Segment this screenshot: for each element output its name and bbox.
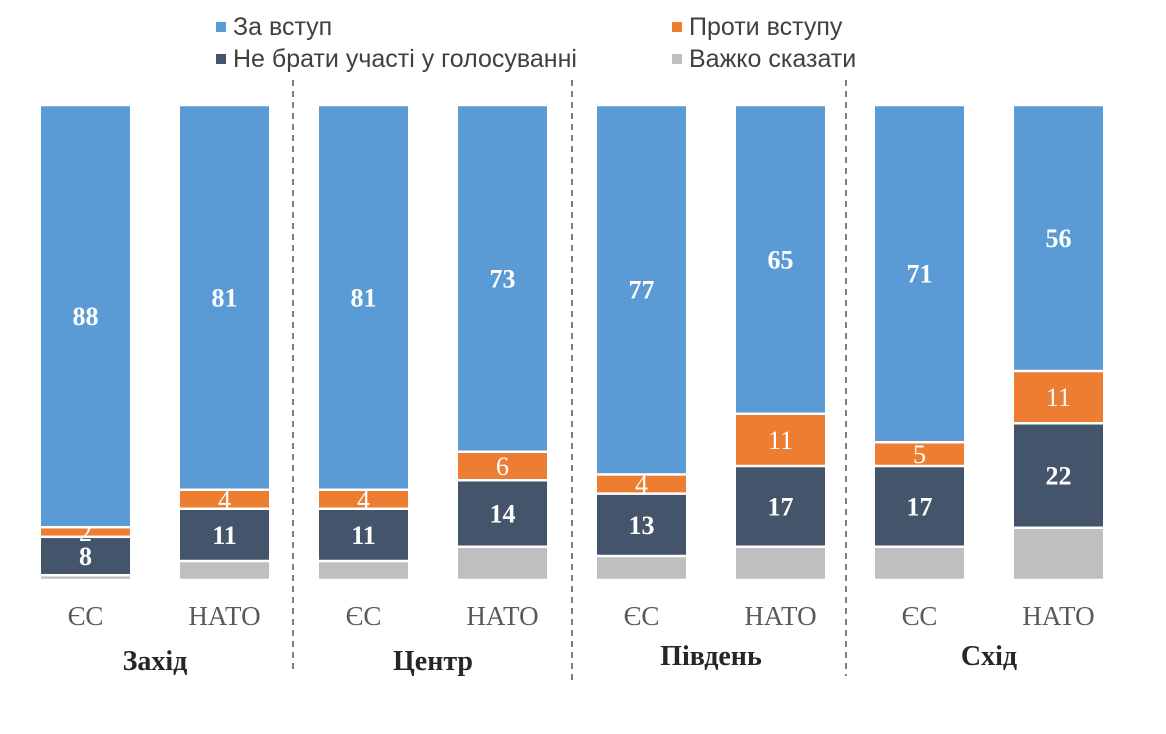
bar-segment — [875, 467, 964, 546]
bar-segment — [180, 510, 269, 560]
legend-swatch-3 — [672, 54, 682, 64]
category-label: ЄС — [346, 601, 382, 631]
legend-label-1: Проти вступу — [689, 13, 843, 41]
region-label: Південь — [660, 641, 762, 672]
data-label: 65 — [768, 245, 794, 274]
legend-label-3: Важко сказати — [689, 45, 856, 73]
legend-label-2: Не брати участі у голосуванні — [233, 45, 577, 73]
legend-swatch-0 — [216, 22, 226, 32]
bar-segment — [458, 453, 547, 479]
bar-segment — [180, 491, 269, 508]
data-label: 71 — [907, 260, 933, 289]
bar-segment — [1014, 424, 1103, 527]
bar-segment — [736, 467, 825, 546]
data-label: 8 — [79, 542, 92, 571]
bar-segment — [597, 557, 686, 579]
data-label: 5 — [913, 440, 926, 469]
bar-segment — [875, 548, 964, 579]
region-label: Захід — [123, 646, 188, 677]
data-label: 73 — [490, 264, 516, 293]
data-label: 17 — [907, 492, 933, 521]
data-label: 13 — [629, 511, 655, 540]
bar-segment — [597, 475, 686, 493]
bar-segment — [875, 443, 964, 465]
bar-segment — [319, 491, 408, 508]
bar-segment — [875, 106, 964, 441]
data-label: 17 — [768, 492, 794, 521]
category-label: НАТО — [744, 601, 816, 631]
category-label: НАТО — [466, 601, 538, 631]
data-label: 22 — [1046, 462, 1072, 491]
bar-segment — [736, 548, 825, 579]
bar-segment — [736, 106, 825, 413]
bar-segment — [736, 415, 825, 465]
bar-segment — [41, 106, 130, 526]
bar-segment — [180, 562, 269, 579]
bar-segment — [597, 494, 686, 555]
data-label: 6 — [496, 452, 509, 481]
bar-segment — [41, 576, 130, 579]
bar-segment — [1014, 529, 1103, 579]
bar-segment — [1014, 372, 1103, 422]
bar-segment — [41, 528, 130, 536]
data-label: 56 — [1046, 224, 1072, 253]
region-label: Центр — [393, 646, 473, 677]
data-label: 4 — [635, 470, 648, 499]
data-label: 77 — [629, 276, 655, 305]
data-label: 11 — [768, 426, 793, 455]
legend-swatch-1 — [672, 22, 682, 32]
data-label: 11 — [1046, 383, 1071, 412]
bar-segment — [41, 538, 130, 574]
bar-segment — [319, 562, 408, 579]
category-label: ЄС — [902, 601, 938, 631]
data-label: 4 — [357, 485, 370, 514]
bar-segment — [1014, 106, 1103, 370]
data-label: 14 — [490, 500, 516, 529]
category-label: ЄС — [624, 601, 660, 631]
bar-segment — [319, 106, 408, 489]
data-label: 81 — [351, 283, 377, 312]
bar-segment — [319, 510, 408, 560]
data-label: 11 — [351, 521, 376, 550]
region-label: Схід — [961, 641, 1017, 672]
bar-segment — [597, 106, 686, 474]
bar-segment — [180, 106, 269, 489]
legend-label-0: За вступ — [233, 13, 332, 41]
bar-segment — [458, 548, 547, 579]
legend-swatch-2 — [216, 54, 226, 64]
data-label: 4 — [218, 485, 231, 514]
category-label: НАТО — [1022, 601, 1094, 631]
data-label: 81 — [212, 283, 238, 312]
data-label: 88 — [73, 302, 99, 331]
category-label: НАТО — [188, 601, 260, 631]
data-label: 11 — [212, 521, 237, 550]
bar-segment — [458, 481, 547, 546]
category-label: ЄС — [68, 601, 104, 631]
bar-segment — [458, 106, 547, 451]
